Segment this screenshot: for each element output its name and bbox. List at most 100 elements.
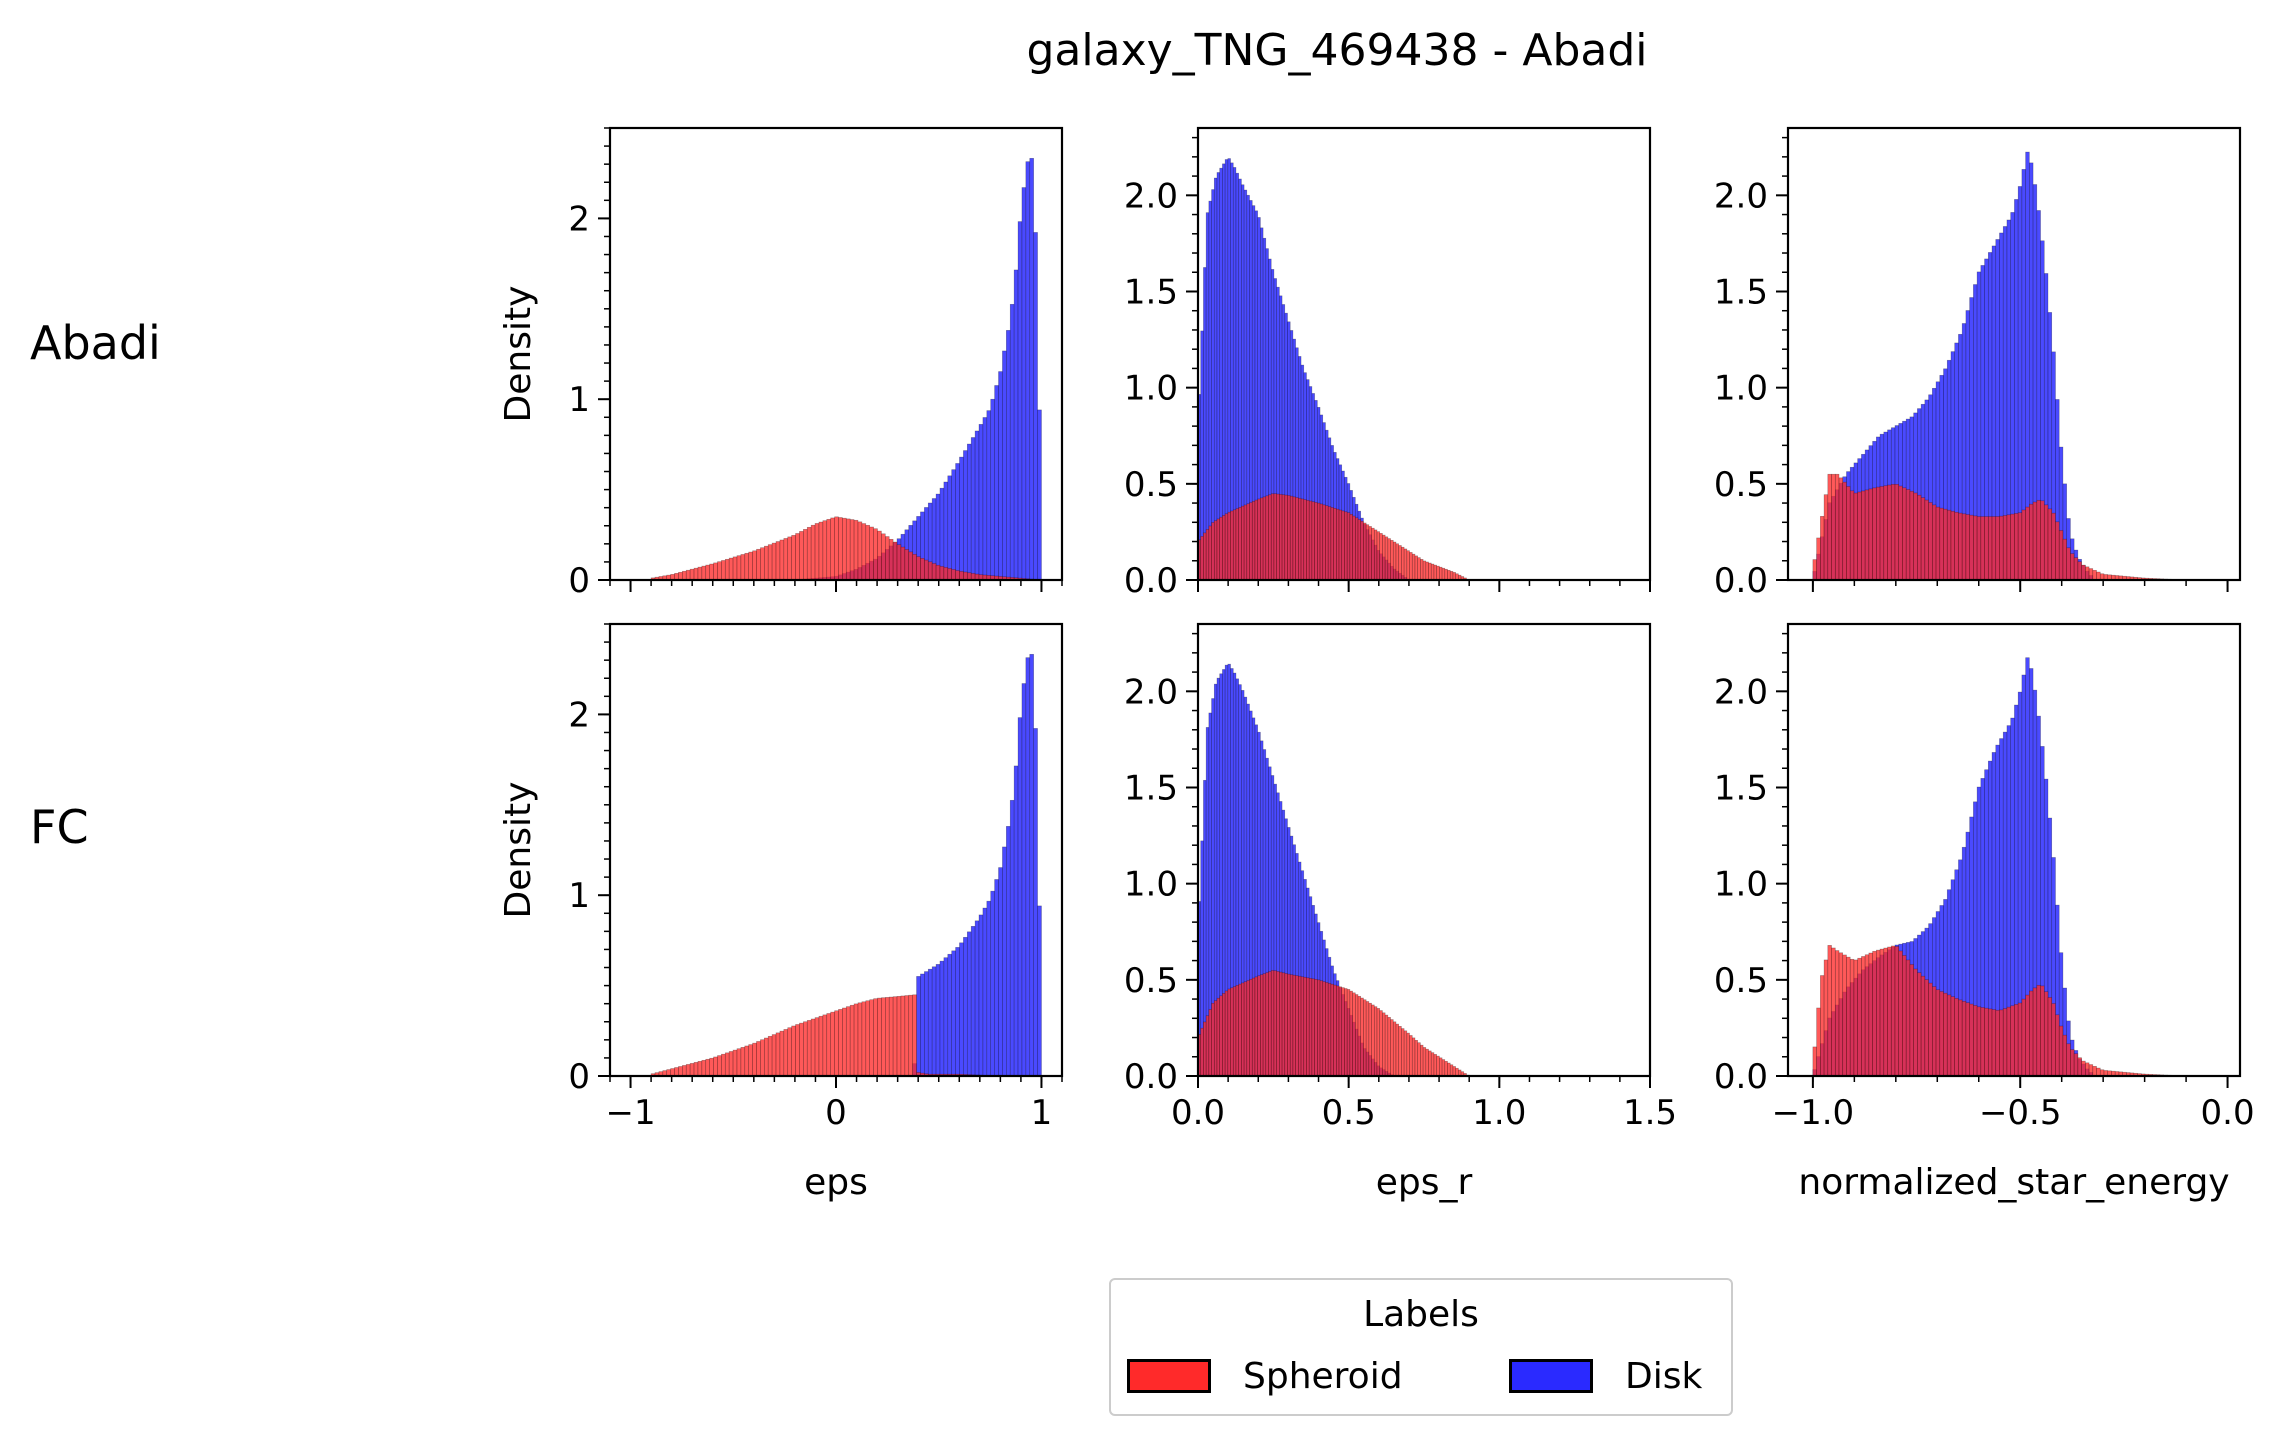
bar-spheroid bbox=[807, 527, 811, 580]
bar-spheroid bbox=[881, 534, 885, 580]
bar-spheroid bbox=[1401, 1029, 1404, 1076]
bar-disk bbox=[983, 417, 987, 580]
bar-spheroid bbox=[1304, 977, 1307, 1076]
bar-spheroid bbox=[1431, 1053, 1434, 1076]
bar-spheroid bbox=[1317, 980, 1320, 1076]
bar-disk bbox=[975, 431, 979, 580]
bar-spheroid bbox=[1279, 972, 1282, 1076]
bar-spheroid bbox=[1393, 1022, 1396, 1076]
y-tick-label: 2.0 bbox=[1714, 672, 1768, 712]
bar-spheroid bbox=[1418, 558, 1421, 580]
bar-spheroid bbox=[1306, 500, 1309, 580]
bar-spheroid bbox=[1985, 1008, 1989, 1076]
bar-spheroid bbox=[1277, 494, 1280, 580]
bar-spheroid bbox=[1925, 500, 1929, 580]
bar-spheroid bbox=[671, 1069, 675, 1076]
bar-spheroid bbox=[2074, 558, 2078, 580]
bar-spheroid bbox=[959, 571, 963, 580]
bar-spheroid bbox=[1958, 513, 1962, 580]
bar-spheroid bbox=[1231, 988, 1234, 1076]
bar-spheroid bbox=[874, 529, 878, 580]
bar-spheroid bbox=[1951, 997, 1955, 1076]
bar-spheroid bbox=[819, 1016, 823, 1076]
bar-disk bbox=[979, 915, 983, 1076]
bar-spheroid bbox=[799, 531, 803, 580]
bar-spheroid bbox=[1843, 955, 1847, 1076]
bar-spheroid bbox=[776, 1033, 780, 1076]
bar-spheroid bbox=[1992, 1010, 1996, 1076]
bar-spheroid bbox=[2089, 569, 2093, 580]
y-tick-label: 1.5 bbox=[1714, 272, 1768, 312]
bar-spheroid bbox=[1271, 971, 1274, 1076]
bar-spheroid bbox=[1445, 1061, 1448, 1076]
bar-spheroid bbox=[1910, 491, 1914, 580]
bar-spheroid bbox=[1347, 989, 1350, 1076]
bar-spheroid bbox=[1212, 1003, 1215, 1076]
bar-spheroid bbox=[1344, 512, 1347, 580]
bar-spheroid bbox=[1876, 950, 1880, 1076]
bar-spheroid bbox=[799, 1023, 803, 1076]
bar-spheroid bbox=[807, 1020, 811, 1076]
bar-spheroid bbox=[1839, 953, 1843, 1076]
bar-spheroid bbox=[1439, 567, 1442, 580]
bar-spheroid bbox=[678, 1066, 682, 1076]
bar-spheroid bbox=[1861, 491, 1865, 580]
bar-spheroid bbox=[831, 518, 835, 580]
bar-spheroid bbox=[1917, 973, 1921, 1076]
bar-spheroid bbox=[1331, 507, 1334, 580]
bar-spheroid bbox=[2041, 986, 2045, 1076]
bar-spheroid bbox=[1858, 492, 1862, 580]
bar-spheroid bbox=[1888, 485, 1892, 580]
bar-spheroid bbox=[1955, 998, 1959, 1076]
bar-spheroid bbox=[1339, 987, 1342, 1076]
bar-spheroid bbox=[838, 1009, 842, 1076]
bar-spheroid bbox=[1423, 561, 1426, 580]
bar-spheroid bbox=[717, 562, 721, 580]
bar-spheroid bbox=[1407, 1033, 1410, 1076]
bar-spheroid bbox=[1331, 984, 1334, 1076]
bar-spheroid bbox=[858, 1003, 862, 1076]
bar-spheroid bbox=[2055, 1015, 2059, 1076]
y-tick-label: 0.5 bbox=[1714, 961, 1768, 1001]
bar-spheroid bbox=[1835, 951, 1839, 1076]
histogram-bars bbox=[1198, 159, 1469, 580]
bar-spheroid bbox=[842, 518, 846, 580]
bar-spheroid bbox=[2007, 515, 2011, 580]
bar-spheroid bbox=[1247, 504, 1250, 580]
bar-spheroid bbox=[2082, 1061, 2086, 1076]
bar-spheroid bbox=[784, 538, 788, 580]
bar-spheroid bbox=[1203, 1022, 1206, 1076]
bar-spheroid bbox=[1388, 539, 1391, 580]
bar-spheroid bbox=[1448, 570, 1451, 580]
bar-spheroid bbox=[1315, 502, 1318, 580]
bar-disk bbox=[1209, 201, 1212, 580]
bar-disk bbox=[1034, 728, 1038, 1076]
bar-spheroid bbox=[827, 1013, 831, 1076]
bar-spheroid bbox=[710, 564, 714, 580]
bar-spheroid bbox=[1940, 991, 1944, 1076]
bar-spheroid bbox=[725, 1053, 729, 1076]
bar-disk bbox=[1038, 906, 1042, 1076]
bar-spheroid bbox=[823, 521, 827, 580]
bar-spheroid bbox=[1832, 474, 1836, 580]
bar-disk bbox=[963, 451, 967, 580]
bar-spheroid bbox=[846, 1007, 850, 1076]
bar-spheroid bbox=[1363, 523, 1366, 580]
bar-spheroid bbox=[963, 572, 967, 580]
bar-spheroid bbox=[1932, 505, 1936, 580]
bar-disk bbox=[1010, 304, 1014, 580]
bar-spheroid bbox=[1955, 512, 1959, 580]
bar-spheroid bbox=[1342, 988, 1345, 1076]
bar-spheroid bbox=[1412, 1038, 1415, 1076]
bar-spheroid bbox=[717, 1056, 721, 1076]
bar-spheroid bbox=[1274, 971, 1277, 1076]
legend-label-disk: Disk bbox=[1625, 1356, 1702, 1397]
bar-spheroid bbox=[737, 1049, 741, 1076]
bar-spheroid bbox=[1266, 973, 1269, 1076]
bar-spheroid bbox=[940, 566, 944, 580]
bar-spheroid bbox=[893, 542, 897, 580]
bar-spheroid bbox=[885, 537, 889, 580]
bar-spheroid bbox=[1350, 991, 1353, 1076]
bar-spheroid bbox=[1854, 960, 1858, 1076]
